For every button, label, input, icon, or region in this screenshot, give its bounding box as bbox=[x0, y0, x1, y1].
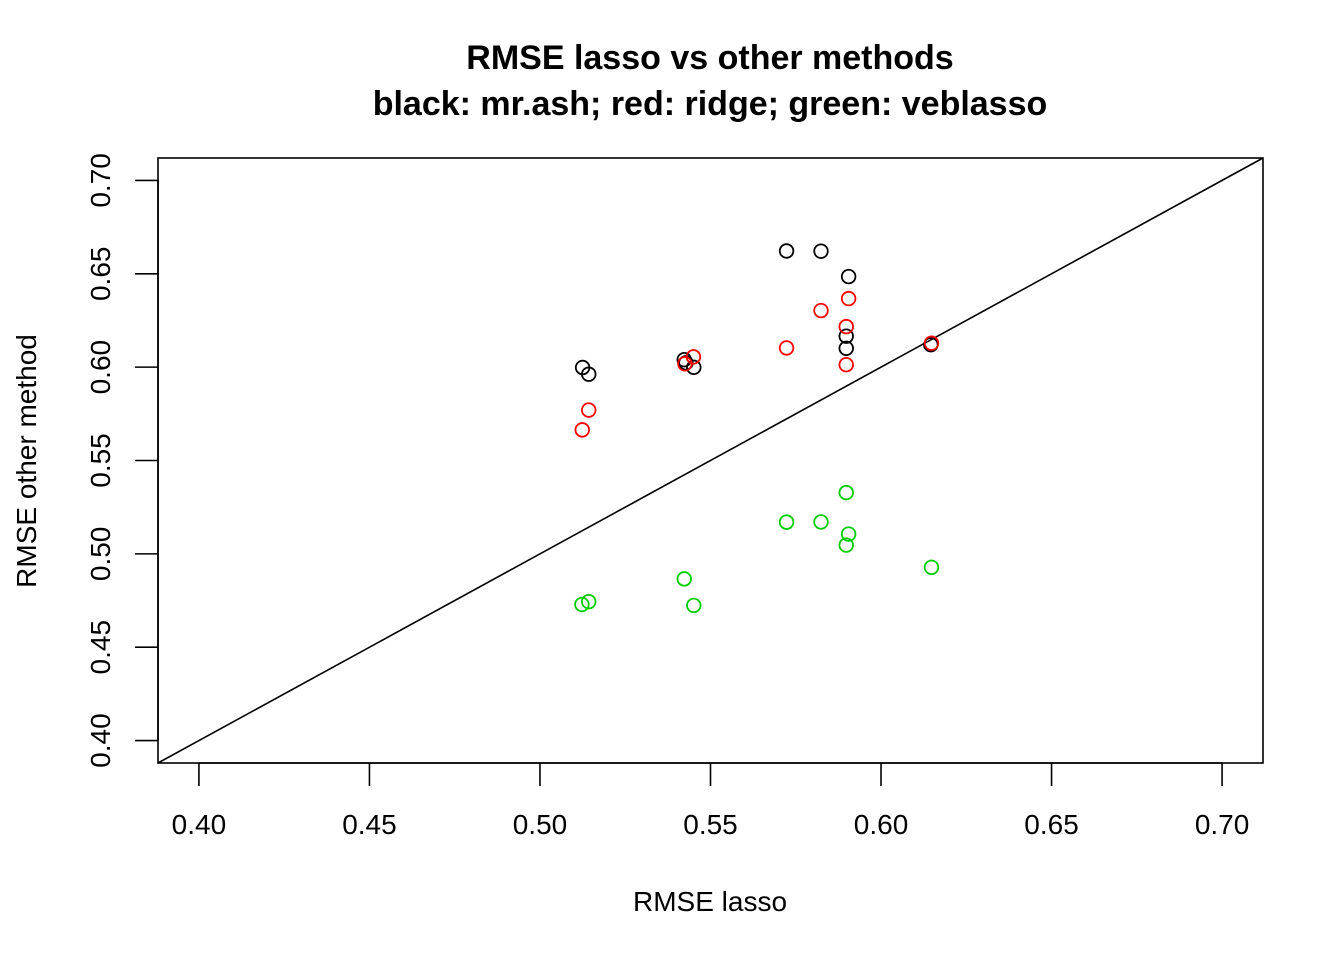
x-tick-label: 0.70 bbox=[1195, 809, 1250, 840]
series-2-point bbox=[676, 571, 692, 587]
y-tick-label: 0.65 bbox=[85, 247, 116, 302]
x-tick-label: 0.60 bbox=[854, 809, 909, 840]
y-tick-label: 0.40 bbox=[85, 713, 116, 768]
y-tick-label: 0.50 bbox=[85, 527, 116, 582]
series-0-point bbox=[778, 243, 795, 259]
y-axis-label: RMSE other method bbox=[11, 334, 42, 588]
series-2-point bbox=[581, 593, 597, 610]
series-1-point bbox=[813, 302, 829, 319]
series-0-point bbox=[581, 366, 597, 382]
series-1-point bbox=[838, 357, 854, 373]
x-tick-label: 0.65 bbox=[1024, 809, 1079, 840]
series-1-point bbox=[923, 335, 940, 351]
data-points bbox=[574, 243, 940, 614]
y-tick-label: 0.45 bbox=[85, 620, 116, 675]
x-tick-label: 0.55 bbox=[683, 809, 738, 840]
series-2-point bbox=[686, 597, 702, 614]
series-2-point bbox=[838, 484, 854, 501]
series-2-point bbox=[778, 514, 795, 530]
y-axis: 0.40 0.45 0.50 0.55 0.60 0.65 0.70 bbox=[85, 153, 159, 768]
series-0-point bbox=[838, 328, 854, 344]
series-2-point bbox=[574, 596, 590, 613]
series-2-point bbox=[838, 537, 854, 553]
series-1-point bbox=[574, 422, 590, 438]
series-2-point bbox=[840, 526, 857, 542]
x-axis-label: RMSE lasso bbox=[633, 886, 787, 917]
series-0-point bbox=[838, 340, 854, 356]
y-tick-label: 0.55 bbox=[85, 433, 116, 488]
x-axis: 0.40 0.45 0.50 0.55 0.60 0.65 0.70 bbox=[172, 762, 1250, 840]
chart-subtitle: black: mr.ash; red: ridge; green: veblas… bbox=[373, 85, 1048, 123]
x-tick-label: 0.50 bbox=[513, 809, 568, 840]
x-tick-label: 0.40 bbox=[172, 809, 227, 840]
series-1-point bbox=[840, 290, 857, 307]
series-0-point bbox=[686, 359, 702, 376]
chart-title: RMSE lasso vs other methods bbox=[466, 39, 953, 77]
identity-reference-line bbox=[157, 157, 1264, 764]
series-1-point bbox=[838, 318, 854, 335]
series-2-point bbox=[923, 559, 940, 576]
y-tick-label: 0.60 bbox=[85, 340, 116, 395]
x-tick-label: 0.45 bbox=[342, 809, 397, 840]
series-1-point bbox=[778, 340, 795, 356]
series-2-point bbox=[813, 514, 829, 530]
series-0-point bbox=[840, 268, 857, 285]
series-1-point bbox=[685, 349, 702, 365]
series-1-point bbox=[581, 402, 597, 418]
y-tick-label: 0.70 bbox=[85, 153, 116, 208]
series-0-point bbox=[813, 243, 829, 259]
